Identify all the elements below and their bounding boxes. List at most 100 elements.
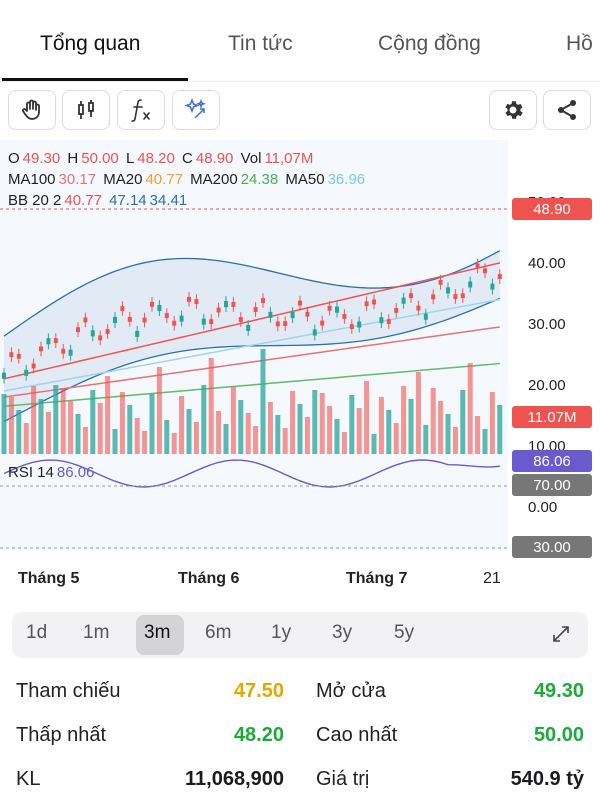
volume-bar	[105, 376, 111, 454]
open-price-value: 49.30	[533, 680, 584, 702]
volume-bar	[297, 404, 303, 454]
volume-bar	[45, 412, 51, 454]
candle-body	[46, 338, 51, 345]
volume-bar	[334, 419, 340, 454]
volume-bar	[356, 408, 362, 454]
rsi-upper-tag: 70.00	[512, 474, 592, 496]
tab-community[interactable]: Cộng đồng	[378, 32, 481, 55]
volume-bar	[134, 418, 140, 454]
volume-bar	[171, 433, 177, 454]
volume-tag: 11.07M	[512, 406, 592, 428]
hand-icon	[22, 99, 40, 120]
volume-bar	[23, 423, 29, 454]
candle-body	[312, 329, 317, 336]
volume-bar	[497, 405, 503, 454]
ai-tools-button[interactable]	[172, 90, 220, 130]
candle-body	[224, 301, 228, 308]
candle-body	[209, 319, 214, 325]
candle-body	[53, 338, 58, 344]
ma-legend: MA100 30.17 MA20 40.77 MA200 24.38 MA50 36.9…	[8, 171, 366, 188]
volume-bar	[53, 385, 59, 454]
expand-icon	[553, 626, 569, 642]
current-price-tag: 48.90	[512, 198, 592, 220]
volume-label: KL	[16, 768, 41, 790]
candle-body	[246, 324, 251, 331]
candle-body	[379, 317, 384, 324]
bollinger-upper-line	[3, 250, 501, 337]
candle-body	[253, 307, 258, 312]
price-axis-tick: 40.00	[528, 255, 566, 272]
candle-body	[497, 274, 502, 279]
candle-body	[261, 298, 265, 303]
volume-bar	[489, 392, 495, 454]
volume-bar	[253, 426, 259, 454]
volume-bar	[112, 429, 118, 454]
volume-bar	[319, 393, 325, 454]
candle-body	[90, 330, 95, 337]
candle-body	[416, 305, 421, 311]
range-5y[interactable]: 5y	[394, 622, 415, 643]
volume-bar	[304, 417, 310, 454]
volume-bar	[149, 394, 155, 454]
rsi-zero-tick: 0.00	[528, 499, 558, 516]
volume-bar	[378, 397, 384, 454]
volume-bar	[475, 416, 481, 454]
chart-type-button[interactable]	[62, 90, 110, 130]
fullscreen-button[interactable]	[550, 623, 572, 650]
volume-bar	[349, 395, 355, 454]
hand-tool-button[interactable]	[8, 90, 56, 130]
candle-body	[283, 321, 288, 327]
range-1m[interactable]: 1m	[83, 622, 110, 643]
time-axis-label: Tháng 6	[178, 570, 240, 587]
open-price-label: Mở cửa	[316, 680, 386, 702]
candle-body	[127, 316, 132, 322]
candle-body	[76, 327, 80, 333]
low-price-value: 48.20	[233, 724, 284, 746]
high-price-label: Cao nhất	[316, 724, 398, 746]
rsi-legend: RSI 14 86.06	[8, 464, 95, 481]
range-selector: 1d 1m 3m 6m 1y 3y 5y	[12, 612, 588, 658]
volume-bar	[186, 409, 192, 454]
range-1y[interactable]: 1y	[271, 622, 292, 643]
volume-bar	[245, 413, 251, 454]
gear-icon	[505, 101, 523, 119]
chart-canvas[interactable]	[0, 140, 600, 560]
volume-bar	[38, 399, 44, 454]
volume-bar	[275, 415, 281, 454]
range-3y[interactable]: 3y	[332, 622, 353, 643]
high-price-value: 50.00	[533, 724, 584, 746]
share-button[interactable]	[543, 90, 591, 130]
top-tab-bar: Tổng quan Tin tức Cộng đồng Hồ	[0, 0, 600, 82]
tab-profile[interactable]: Hồ	[566, 32, 593, 55]
volume-bar	[1, 394, 7, 454]
tab-news[interactable]: Tin tức	[228, 32, 293, 55]
volume-bar	[401, 386, 407, 454]
candle-body	[172, 320, 177, 326]
tab-overview[interactable]: Tổng quan	[40, 32, 141, 55]
candle-body	[16, 353, 21, 359]
settings-button[interactable]	[489, 90, 537, 130]
candle-body	[179, 315, 184, 322]
candle-body	[31, 363, 36, 369]
candle-body	[349, 324, 354, 330]
candlestick-icon	[78, 100, 94, 119]
volume-bar	[97, 403, 103, 454]
volume-bar	[393, 423, 399, 454]
volume-bar	[327, 406, 333, 454]
volume-bar	[386, 410, 392, 454]
volume-bar	[482, 429, 488, 454]
candle-body	[342, 314, 347, 319]
range-3m[interactable]: 3m	[144, 622, 171, 643]
price-chart[interactable]: O 49.30 H 50.00 L 48.20 C 48.90 Vol 11,07M MA…	[0, 140, 600, 560]
range-6m[interactable]: 6m	[205, 622, 232, 643]
candle-body	[83, 317, 88, 323]
volume-bar	[238, 400, 244, 454]
ref-price-value: 47.50	[233, 680, 284, 702]
volume-bar	[364, 381, 370, 454]
range-1d[interactable]: 1d	[26, 622, 48, 643]
candle-body	[475, 263, 480, 269]
indicators-button[interactable]	[117, 90, 165, 130]
volume-bar	[8, 397, 14, 454]
candle-body	[39, 346, 43, 352]
candle-body	[61, 348, 66, 354]
